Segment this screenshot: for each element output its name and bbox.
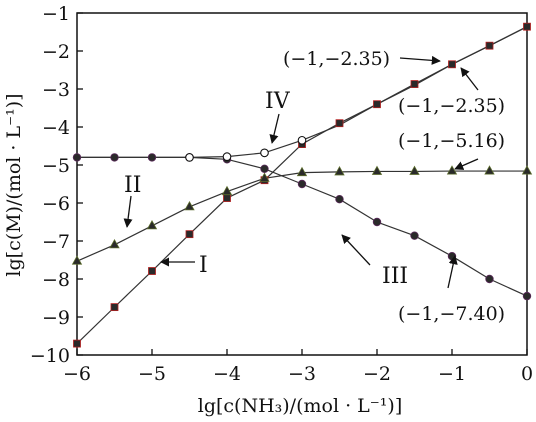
data-point-series-1 bbox=[410, 80, 419, 88]
x-axis-label: lg[c(NH₃)/(mol · L⁻¹)] bbox=[198, 395, 402, 417]
y-tick-label: −10 bbox=[30, 345, 70, 367]
arrow-annotation-2 bbox=[460, 67, 479, 91]
annotation-1: (−1,−2.35) bbox=[283, 48, 390, 70]
data-point-series-1 bbox=[185, 230, 194, 239]
x-tick-label: −2 bbox=[363, 363, 391, 385]
arrow-series-iv bbox=[269, 113, 280, 144]
x-tick-label: −3 bbox=[288, 363, 316, 385]
data-point-series-3 bbox=[335, 194, 344, 204]
data-point-series-2 bbox=[71, 255, 83, 265]
annotation-3: (−1,−5.16) bbox=[398, 130, 505, 152]
x-tick-label: 0 bbox=[521, 363, 533, 385]
data-point-series-1 bbox=[223, 194, 231, 202]
data-point-series-1 bbox=[485, 41, 494, 50]
data-point-series-2 bbox=[521, 165, 533, 175]
pointer-arrows bbox=[123, 55, 479, 289]
annotation-2: (−1,−2.35) bbox=[398, 95, 505, 117]
x-tick-label: −6 bbox=[63, 363, 91, 385]
data-point-series-2 bbox=[146, 219, 158, 230]
y-tick-label: −7 bbox=[42, 231, 70, 253]
data-point-series-3 bbox=[147, 153, 157, 162]
arrow-series-iii bbox=[341, 234, 371, 266]
y-tick-label: −5 bbox=[42, 155, 70, 177]
data-point-series-2 bbox=[371, 165, 383, 175]
data-point-series-3 bbox=[485, 274, 494, 284]
axis-ticks: −6 −5 −4 −3 −2 −1 0−1−2−3−4−5−6−7−8−9−10 bbox=[30, 3, 533, 385]
y-tick-label: −2 bbox=[42, 41, 70, 63]
y-tick-label: −1 bbox=[42, 3, 70, 25]
y-tick-label: −8 bbox=[42, 269, 70, 291]
arrow-annotation-1 bbox=[399, 55, 441, 65]
y-tick-label: −6 bbox=[42, 193, 70, 215]
series-label-iv: IV bbox=[265, 89, 291, 114]
data-point-series-2 bbox=[221, 185, 233, 196]
x-tick-label: −1 bbox=[438, 363, 466, 385]
data-point-series-1 bbox=[523, 22, 531, 31]
data-point-series-2 bbox=[334, 166, 345, 176]
arrow-series-ii bbox=[123, 195, 133, 228]
data-point-series-2 bbox=[484, 165, 495, 175]
series-label-iii: III bbox=[382, 264, 408, 289]
annotation-4: (−1,−7.40) bbox=[398, 303, 505, 325]
data-point-series-3 bbox=[260, 164, 269, 173]
data-point-series-4 bbox=[297, 135, 307, 145]
data-point-series-3 bbox=[297, 179, 307, 189]
data-point-series-2 bbox=[446, 165, 458, 175]
data-point-series-3 bbox=[72, 153, 82, 162]
data-point-series-2 bbox=[184, 200, 195, 211]
data-point-series-1 bbox=[335, 119, 344, 128]
data-point-series-3 bbox=[410, 231, 419, 240]
data-point-series-1 bbox=[373, 100, 381, 109]
data-point-series-2 bbox=[409, 165, 420, 175]
data-point-series-3 bbox=[372, 217, 382, 227]
data-point-series-2 bbox=[259, 172, 270, 182]
data-point-series-4 bbox=[260, 148, 269, 158]
x-tick-label: −4 bbox=[213, 363, 241, 385]
arrow-annotation-4 bbox=[447, 255, 458, 289]
data-point-series-1 bbox=[73, 339, 81, 348]
data-point-series-1 bbox=[148, 267, 156, 275]
data-point-series-1 bbox=[448, 60, 456, 69]
series-label-i: I bbox=[199, 253, 208, 278]
series-label-ii: II bbox=[124, 173, 141, 198]
data-point-series-3 bbox=[110, 153, 119, 162]
data-point-series-4 bbox=[185, 153, 194, 162]
data-point-series-3 bbox=[522, 291, 532, 301]
data-point-series-1 bbox=[110, 303, 119, 312]
y-tick-label: −9 bbox=[42, 307, 70, 329]
series-line-3 bbox=[77, 156, 528, 297]
y-tick-label: −3 bbox=[42, 79, 70, 101]
data-point-series-4 bbox=[222, 152, 232, 161]
y-axis-label: lg[c(M)/(mol · L⁻¹)] bbox=[3, 93, 25, 276]
data-point-series-2 bbox=[296, 166, 308, 177]
y-tick-label: −4 bbox=[42, 117, 70, 139]
x-tick-label: −5 bbox=[138, 363, 166, 385]
arrow-annotation-3 bbox=[454, 158, 479, 170]
data-point-series-2 bbox=[109, 238, 120, 249]
